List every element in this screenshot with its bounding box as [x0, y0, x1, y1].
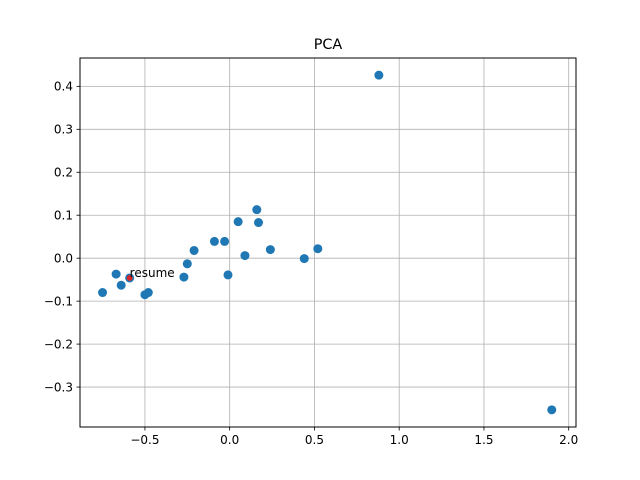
- scatter-point: [209, 236, 219, 246]
- scatter-point: [179, 272, 189, 282]
- highlighted-point: [126, 274, 133, 281]
- y-tick-label: 0.0: [54, 251, 73, 265]
- x-tick-label: 1.0: [390, 433, 409, 447]
- scatter-point: [374, 70, 384, 80]
- scatter-point: [299, 254, 309, 264]
- scatter-point: [265, 245, 275, 255]
- scatter-point: [252, 205, 262, 215]
- point-annotation: resume: [130, 266, 175, 280]
- y-tick-label: 0.3: [54, 123, 73, 137]
- plot-frame: [79, 57, 577, 428]
- data-points: [98, 70, 557, 415]
- y-tick-label: −0.2: [44, 337, 73, 351]
- scatter-point: [143, 288, 153, 298]
- scatter-point: [116, 280, 126, 290]
- highlighted-point-group: resume: [125, 266, 175, 283]
- x-axis-ticks: −0.5 0.0 0.5 1.0 1.5 2.0: [130, 427, 578, 447]
- chart-title: PCA: [314, 37, 343, 53]
- x-tick-label: −0.5: [130, 433, 159, 447]
- scatter-point: [182, 259, 192, 269]
- y-axis-ticks: −0.3 −0.2 −0.1 0.0 0.1 0.2 0.3 0.4: [44, 80, 80, 394]
- scatter-point: [313, 244, 323, 254]
- scatter-point: [111, 269, 121, 279]
- scatter-point: [98, 288, 108, 298]
- y-tick-label: 0.1: [54, 208, 73, 222]
- scatter-point: [223, 270, 233, 280]
- x-tick-label: 0.0: [220, 433, 239, 447]
- y-tick-label: −0.1: [44, 294, 73, 308]
- scatter-point: [189, 245, 199, 255]
- x-tick-label: 0.5: [305, 433, 324, 447]
- scatter-point: [547, 405, 557, 415]
- x-tick-label: 1.5: [474, 433, 493, 447]
- scatter-point: [240, 251, 250, 261]
- scatter-point: [220, 236, 230, 246]
- x-tick-label: 2.0: [559, 433, 578, 447]
- scatter-point: [233, 217, 243, 227]
- y-tick-label: −0.3: [44, 380, 73, 394]
- y-tick-label: 0.4: [54, 80, 73, 94]
- scatter-point: [253, 218, 263, 228]
- y-tick-label: 0.2: [54, 165, 73, 179]
- grid-lines: [80, 58, 576, 427]
